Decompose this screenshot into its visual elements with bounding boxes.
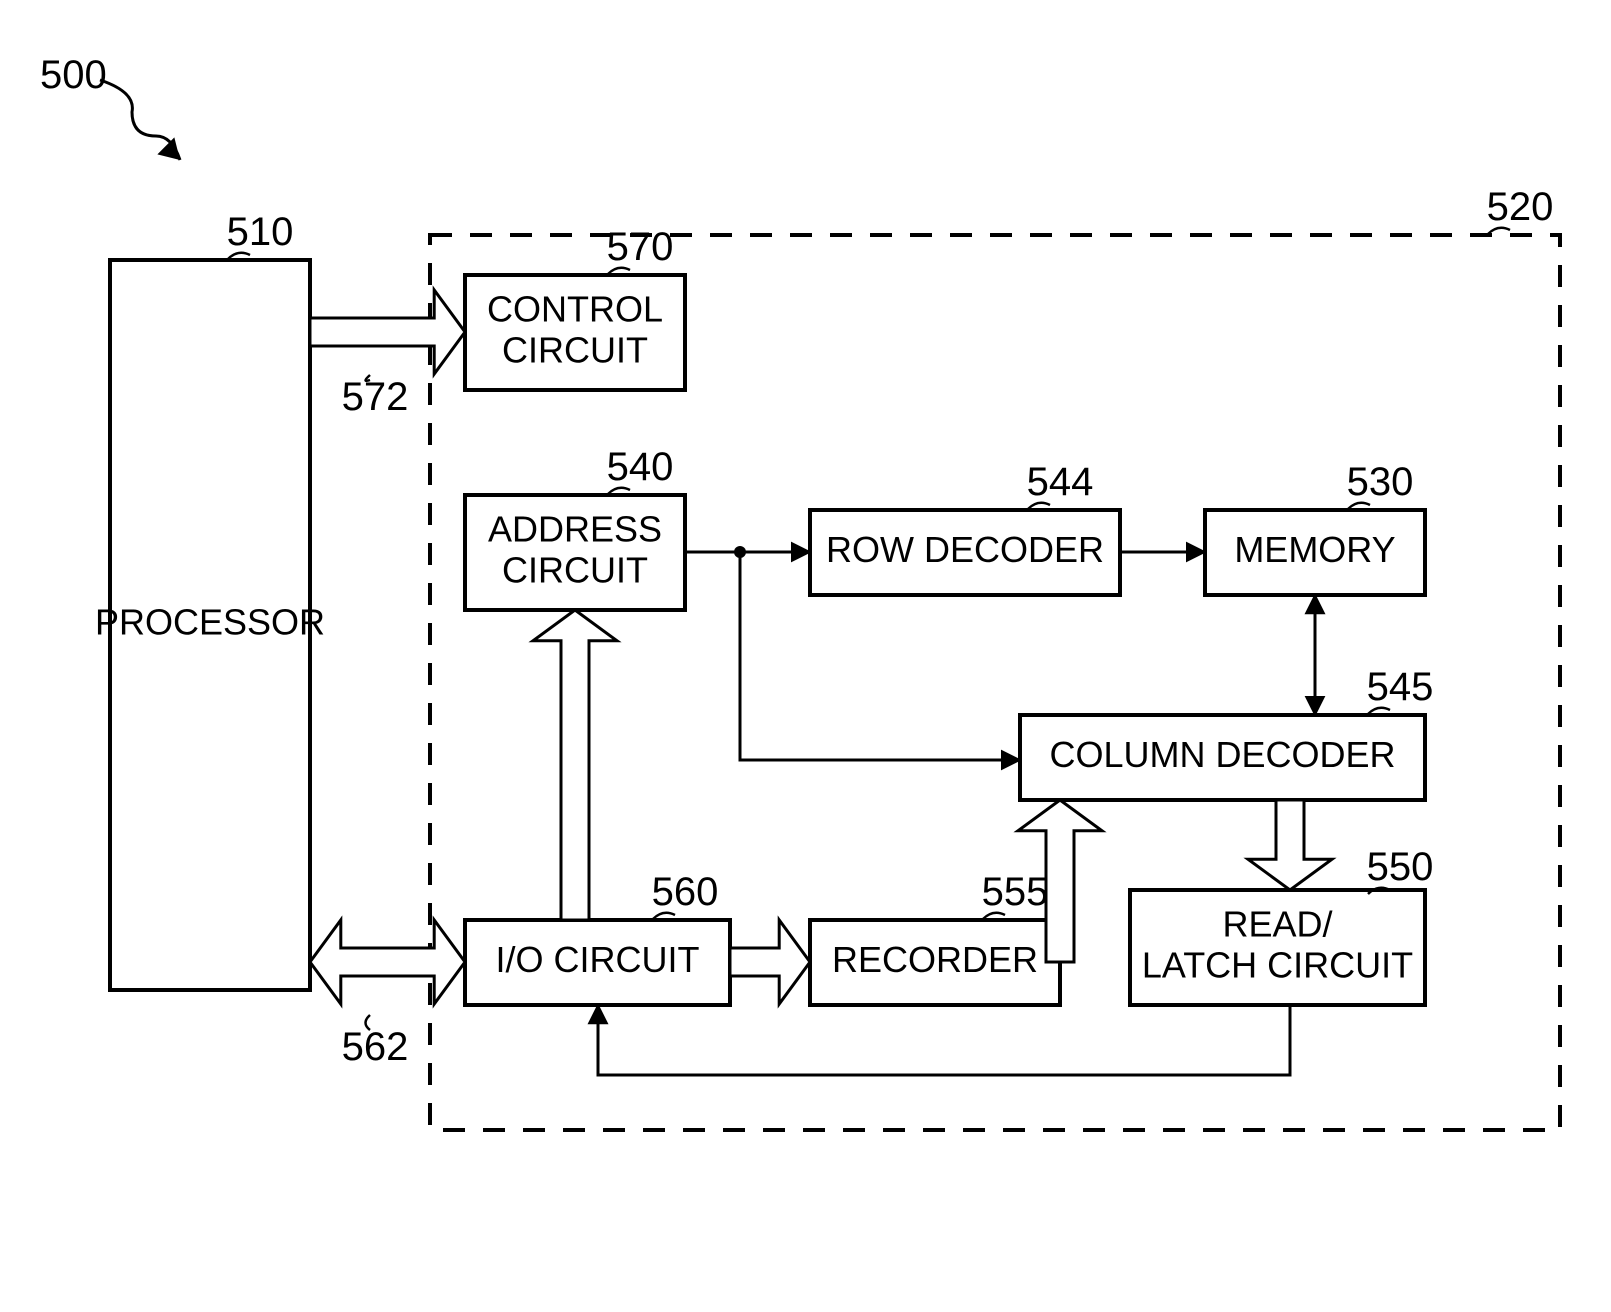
- block-control-label: CONTROL: [487, 288, 663, 329]
- block-column_decoder-label: COLUMN DECODER: [1049, 734, 1395, 775]
- block-row_decoder-ref: 544: [1027, 460, 1094, 504]
- block-address: ADDRESSCIRCUIT: [465, 495, 685, 610]
- hollow-arrow-proc-to-control: [310, 290, 465, 374]
- block-row_decoder-label: ROW DECODER: [826, 529, 1104, 570]
- block-read_latch: READ/LATCH CIRCUIT: [1130, 890, 1425, 1005]
- block-address-label: CIRCUIT: [502, 550, 648, 591]
- block-memory: MEMORY: [1205, 510, 1425, 595]
- diagram-canvas: 500520PROCESSOR510CONTROLCIRCUIT570ADDRE…: [0, 0, 1611, 1312]
- container-ref: 520: [1487, 185, 1554, 229]
- block-recorder-ref: 555: [982, 870, 1049, 914]
- block-read_latch-ref: 550: [1367, 845, 1434, 889]
- block-memory-label: MEMORY: [1234, 529, 1395, 570]
- block-memory-ref: 530: [1347, 460, 1414, 504]
- block-read_latch-label: LATCH CIRCUIT: [1142, 945, 1413, 986]
- block-processor-label: PROCESSOR: [95, 602, 325, 643]
- arrow-ref-proc-to-io: 562: [342, 1025, 409, 1069]
- block-control-ref: 570: [607, 225, 674, 269]
- block-processor: PROCESSOR: [95, 260, 325, 990]
- hollow-arrow-io-to-address: [533, 610, 617, 920]
- figure-number: 500: [40, 53, 107, 97]
- block-column_decoder: COLUMN DECODER: [1020, 715, 1425, 800]
- block-recorder: RECORDER: [810, 920, 1060, 1005]
- block-control-label: CIRCUIT: [502, 330, 648, 371]
- hollow-arrow-proc-to-io: [310, 920, 465, 1004]
- block-io-ref: 560: [652, 870, 719, 914]
- block-control: CONTROLCIRCUIT: [465, 275, 685, 390]
- block-io-label: I/O CIRCUIT: [496, 939, 700, 980]
- block-address-ref: 540: [607, 445, 674, 489]
- arrow-read-to-io: [598, 1005, 1290, 1075]
- block-recorder-label: RECORDER: [832, 939, 1038, 980]
- hollow-arrow-coldec-to-read: [1248, 800, 1332, 890]
- block-io: I/O CIRCUIT: [465, 920, 730, 1005]
- block-read_latch-label: READ/: [1222, 903, 1332, 944]
- block-column_decoder-ref: 545: [1367, 665, 1434, 709]
- hollow-arrow-io-to-recorder: [730, 920, 810, 1004]
- block-address-label: ADDRESS: [488, 508, 662, 549]
- block-processor-ref: 510: [227, 210, 294, 254]
- block-row_decoder: ROW DECODER: [810, 510, 1120, 595]
- arrow-ref-proc-to-control: 572: [342, 375, 409, 419]
